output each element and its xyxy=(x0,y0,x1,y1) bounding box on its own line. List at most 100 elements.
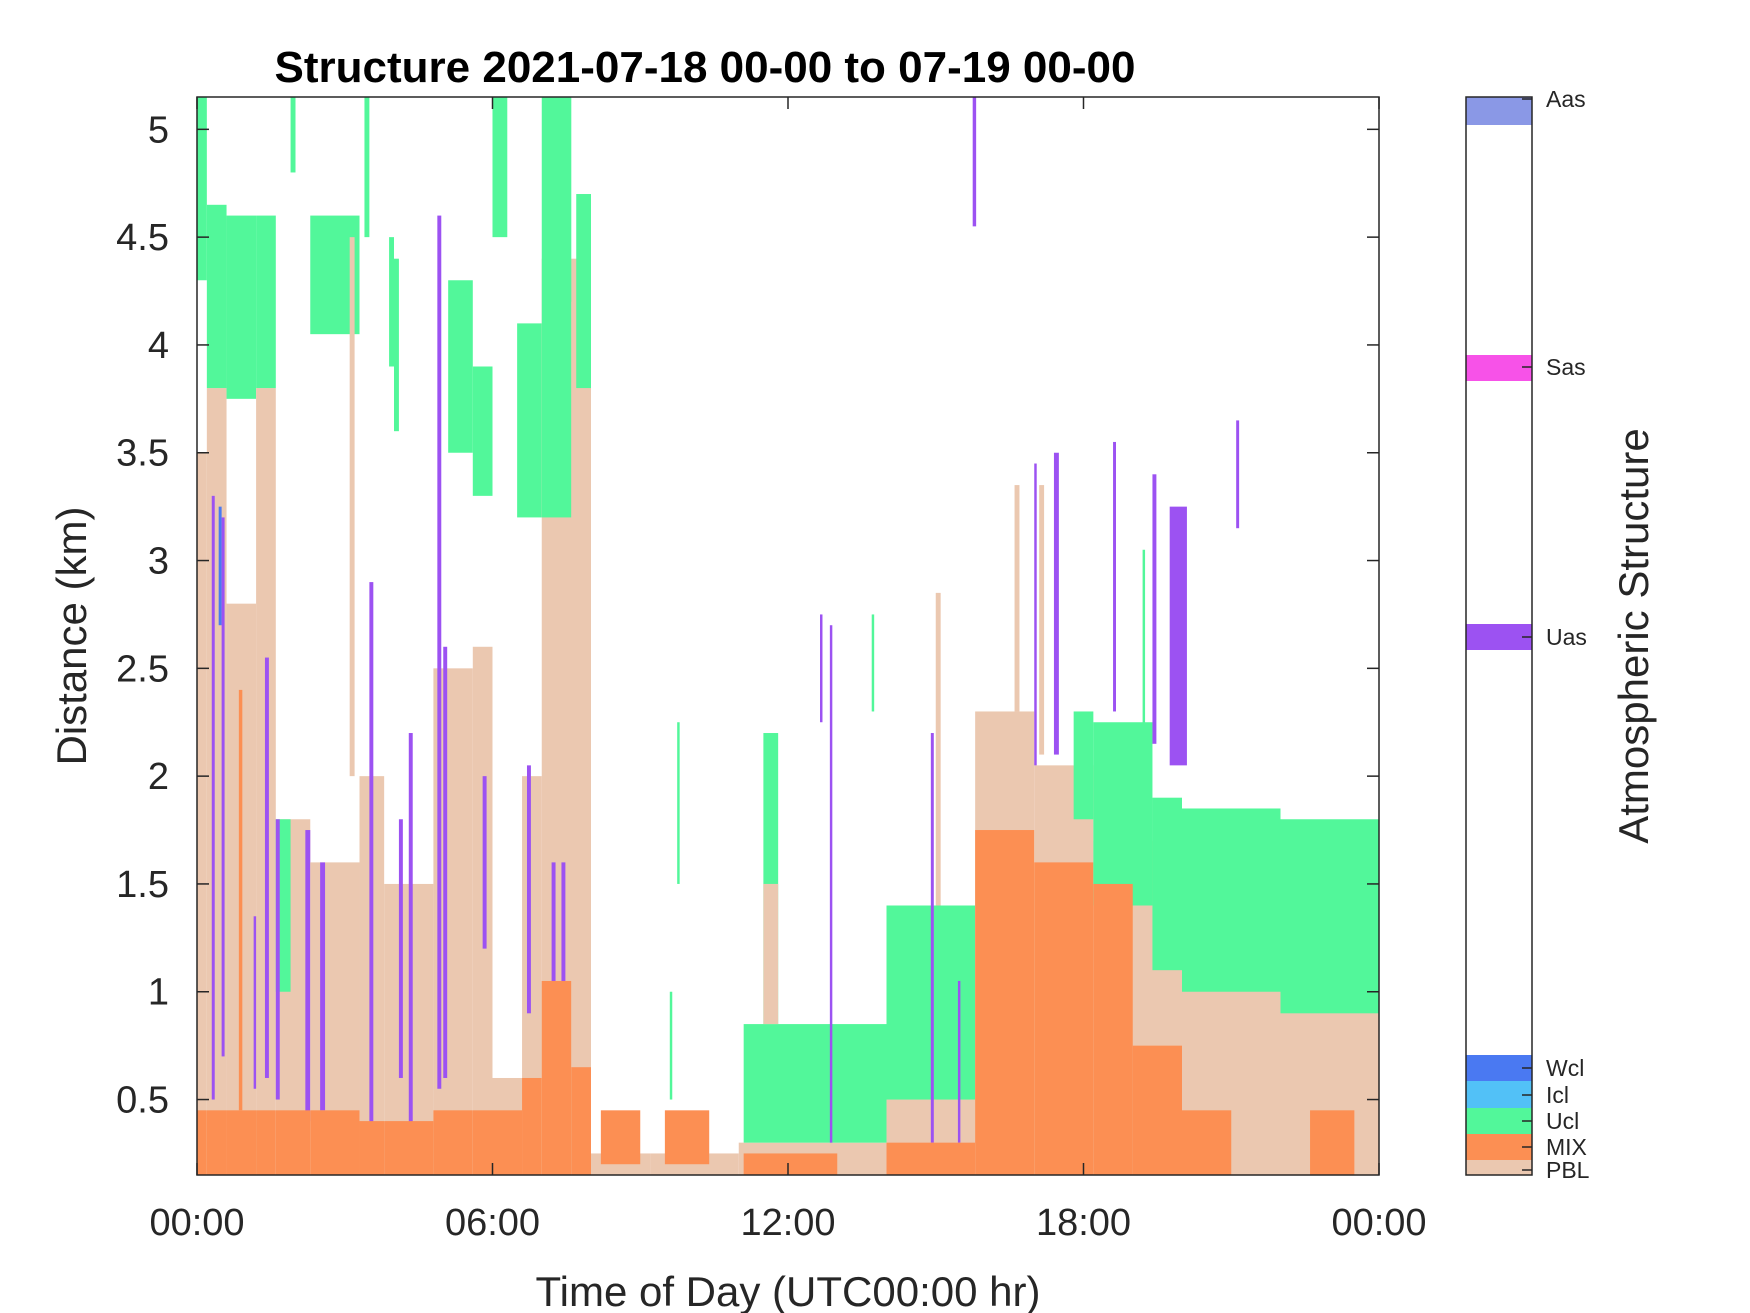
segment-mix-8 xyxy=(206,1110,227,1175)
segment-ucl-68 xyxy=(677,722,680,884)
segment-uas-46 xyxy=(482,776,487,949)
segment-mix-66 xyxy=(664,1110,710,1165)
segment-ucl-92 xyxy=(1073,711,1094,820)
y-tick-label-7: 4 xyxy=(148,325,169,367)
segment-uas-74 xyxy=(829,625,833,1143)
segment-ucl-37 xyxy=(394,258,399,432)
segment-pbl-51 xyxy=(522,776,542,1175)
segment-mix-85 xyxy=(975,830,1035,1175)
y-tick-label-1: 1 xyxy=(148,972,169,1014)
colorbar-band-aas xyxy=(1466,97,1532,125)
segment-uas-5 xyxy=(211,495,215,1100)
segment-uas-7 xyxy=(221,517,225,1057)
segment-mix-47 xyxy=(472,1110,493,1175)
segment-wcl-6 xyxy=(218,506,222,626)
segment-uas-83 xyxy=(972,97,977,227)
segment-ucl-45 xyxy=(472,366,493,496)
segment-uas-99 xyxy=(1169,506,1187,766)
segment-mix-11 xyxy=(226,1110,257,1175)
colorbar-band-mix xyxy=(1466,1134,1532,1160)
x-axis-label: Time of Day (UTC00:00 hr) xyxy=(536,1268,1041,1313)
segment-ucl-97 xyxy=(1152,797,1182,971)
segment-ucl-21 xyxy=(290,97,296,173)
segment-ucl-70 xyxy=(743,1024,887,1143)
segment-ucl-61 xyxy=(576,194,591,389)
segment-ucl-56 xyxy=(541,97,572,518)
y-tick-label-8: 4.5 xyxy=(116,217,169,259)
segment-mix-2 xyxy=(197,1110,207,1175)
colorbar-label-ucl: Ucl xyxy=(1546,1108,1579,1134)
segment-uas-89 xyxy=(1034,463,1037,766)
segment-uas-73 xyxy=(820,614,823,723)
x-tick-label-3: 18:00 xyxy=(1036,1202,1131,1244)
segment-uas-40 xyxy=(437,215,442,1089)
segment-mix-100 xyxy=(1132,1045,1182,1175)
segment-mix-105 xyxy=(1182,1110,1232,1175)
y-tick-label-3: 2 xyxy=(148,756,169,798)
segment-pbl-0 xyxy=(197,452,207,1175)
y-tick-label-4: 2.5 xyxy=(116,648,169,690)
segment-pbl-86 xyxy=(1014,485,1020,712)
colorbar-frame xyxy=(1465,96,1533,1176)
segment-ucl-67 xyxy=(669,991,673,1100)
segment-uas-96 xyxy=(1113,441,1116,712)
segment-ucl-107 xyxy=(1280,819,1379,1014)
colorbar-label-icl: Icl xyxy=(1546,1082,1569,1108)
segment-mix-82 xyxy=(886,1142,976,1175)
segment-ucl-75 xyxy=(871,614,875,712)
segment-ucl-94 xyxy=(1093,722,1153,906)
y-tick-label-2: 1.5 xyxy=(116,864,169,906)
segment-ucl-15 xyxy=(256,215,276,389)
colorbar-band-icl xyxy=(1466,1081,1532,1108)
segment-uas-58 xyxy=(561,862,566,1035)
segment-ucl-31 xyxy=(364,97,370,238)
segment-uas-79 xyxy=(930,733,934,1143)
colorbar-label-pbl: PBL xyxy=(1546,1157,1590,1183)
plot-area: 00:00 06:00 12:00 18:00 00:00 0.5 1 1.5 2 2.5 3 3.… xyxy=(116,96,1427,1244)
segment-mix-23 xyxy=(275,1110,311,1175)
segment-uas-41 xyxy=(443,646,448,1078)
segment-mix-64 xyxy=(600,1110,641,1165)
segment-mix-59 xyxy=(541,980,572,1175)
x-tick-label-0: 00:00 xyxy=(149,1202,244,1244)
colorbar-label-mix: MIX xyxy=(1546,1134,1587,1160)
segment-pbl-91 xyxy=(1039,485,1045,755)
segment-ucl-52 xyxy=(517,323,542,518)
segment-uas-34 xyxy=(398,819,403,1078)
segment-ucl-101 xyxy=(1142,549,1146,734)
segment-ucl-42 xyxy=(448,280,473,453)
segment-mix-12 xyxy=(238,689,243,1111)
x-axis: 00:00 06:00 12:00 18:00 00:00 xyxy=(149,97,1427,1244)
colorbar-band-sas xyxy=(1466,355,1532,381)
segment-uas-98 xyxy=(1152,474,1157,744)
y-axis: 0.5 1 1.5 2 2.5 3 3.5 4 4.5 5 xyxy=(116,109,1379,1122)
segment-mix-108 xyxy=(1310,1110,1355,1175)
segment-mix-38 xyxy=(384,1121,434,1175)
segment-pbl-72 xyxy=(763,883,779,1025)
colorbar-band-uas xyxy=(1466,624,1532,650)
segment-uas-22 xyxy=(305,830,311,1122)
segment-uas-13 xyxy=(253,916,258,1089)
segment-mix-17 xyxy=(256,1110,276,1175)
segment-pbl-60 xyxy=(571,301,591,1175)
segment-mix-88 xyxy=(1034,862,1094,1175)
colorbar-label: Atmospheric Structure xyxy=(1610,428,1657,844)
segment-uas-30 xyxy=(369,582,374,1165)
segment-uas-80 xyxy=(957,980,961,1143)
segment-ucl-4 xyxy=(206,204,227,389)
segment-uas-90 xyxy=(1053,452,1059,755)
segment-pbl-29 xyxy=(349,237,355,777)
colorbar-band-pbl xyxy=(1466,1160,1532,1175)
colorbar-label-wcl: Wcl xyxy=(1546,1055,1584,1081)
segment-uas-26 xyxy=(320,862,326,1111)
segment-ucl-49 xyxy=(492,97,508,238)
segment-uas-57 xyxy=(551,862,556,1057)
segment-pbl-81 xyxy=(935,592,941,906)
segment-mix-50 xyxy=(492,1110,523,1175)
segment-layer xyxy=(197,97,1379,1175)
segment-mix-54 xyxy=(522,1077,542,1175)
x-tick-label-2: 12:00 xyxy=(740,1202,835,1244)
colorbar-label-sas: Sas xyxy=(1546,354,1586,380)
